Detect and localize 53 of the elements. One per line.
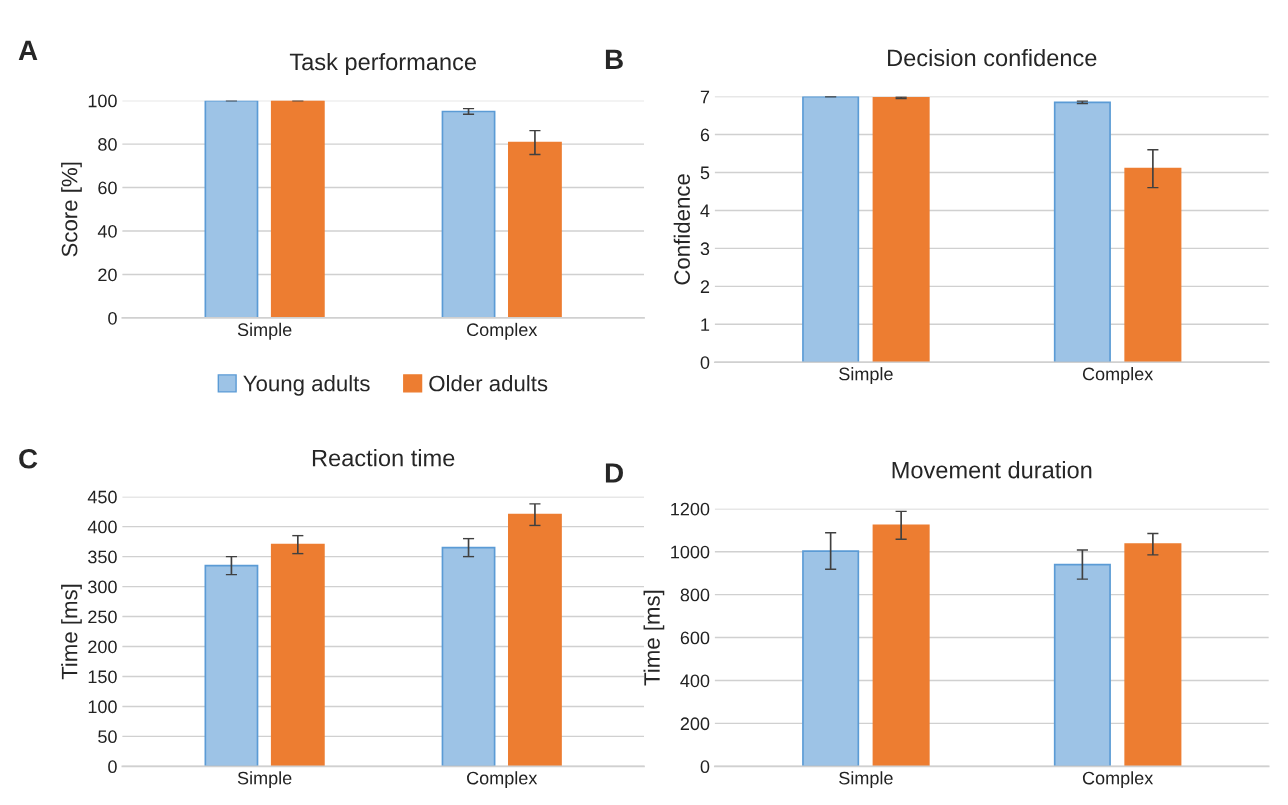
x-tick-label: Simple: [237, 322, 292, 340]
y-tick-label: 7: [700, 90, 710, 104]
x-tick-label: Complex: [1082, 367, 1154, 384]
y-axis-title: Confidence: [673, 174, 690, 285]
y-tick-label: 4: [700, 204, 710, 217]
text: B: [605, 49, 623, 69]
x-tick-label: Simple: [237, 771, 292, 789]
y-tick-label: 6: [700, 128, 710, 142]
y-tick-label: 800: [680, 588, 710, 602]
text: A: [18, 40, 38, 60]
x-tick-label: Simple: [839, 771, 893, 789]
y-tick-label: 450: [87, 490, 117, 504]
y-tick-label: 40: [97, 224, 117, 238]
y-tick-label: 0: [700, 356, 710, 369]
y-axis-title: Time [ms]: [61, 584, 82, 680]
x-tick-label: Simple: [839, 367, 893, 384]
y-tick-label: 100: [88, 700, 117, 714]
y-axis-title: Score [%]: [61, 162, 82, 257]
chart-title: Movement duration: [892, 461, 1092, 479]
y-tick-label: 300: [88, 580, 117, 594]
y-tick-label: 1200: [671, 502, 710, 516]
y-tick-label: 20: [98, 268, 117, 282]
chart-title: Reaction time: [312, 449, 455, 467]
y-tick-label: 0: [108, 760, 117, 774]
x-tick-label: Complex: [467, 771, 538, 789]
chart-title: Decision confidence: [888, 48, 1097, 67]
x-tick-label: Complex: [1082, 771, 1154, 789]
y-axis-title: Time [ms]: [643, 590, 665, 686]
y-tick-label: 200: [88, 640, 117, 654]
y-tick-label: 3: [700, 242, 710, 256]
chart-title: Task performance: [289, 52, 476, 75]
y-tick-label: 80: [98, 138, 117, 151]
y-tick-label: 5: [700, 166, 710, 180]
y-tick-label: 0: [108, 311, 117, 325]
y-tick-label: 60: [98, 181, 117, 195]
legend-label: Older adults: [429, 375, 548, 392]
text: C: [19, 448, 38, 469]
y-tick-label: 600: [680, 631, 710, 645]
x-tick-label: Complex: [467, 322, 538, 340]
legend-label: Young adults: [243, 375, 370, 396]
y-tick-label: 250: [88, 610, 117, 624]
y-tick-label: 400: [680, 674, 710, 688]
y-tick-label: 100: [88, 94, 117, 108]
y-tick-label: 350: [88, 550, 117, 564]
y-tick-label: 0: [700, 760, 710, 774]
y-tick-label: 150: [88, 670, 117, 684]
y-tick-label: 400: [87, 520, 117, 534]
text: D: [605, 463, 623, 483]
y-tick-label: 200: [680, 717, 710, 731]
y-tick-label: 1: [701, 318, 710, 331]
y-tick-label: 1000: [671, 545, 710, 559]
y-tick-label: 50: [98, 730, 117, 744]
y-tick-label: 2: [700, 280, 710, 293]
